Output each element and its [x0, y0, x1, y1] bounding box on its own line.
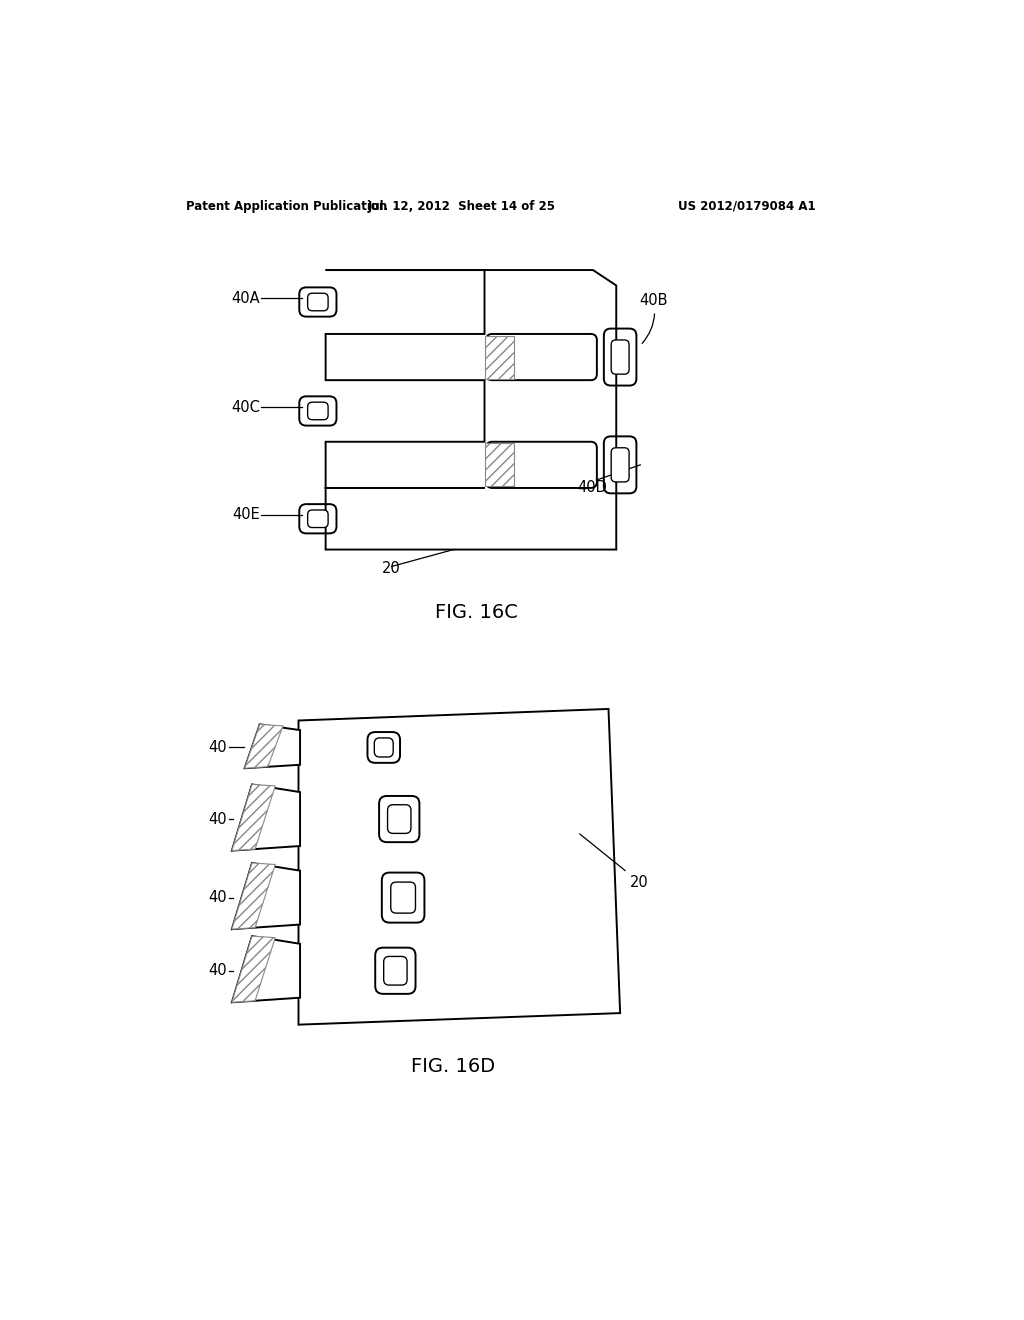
Polygon shape [231, 784, 275, 850]
Text: 40B: 40B [640, 293, 668, 343]
Polygon shape [299, 709, 621, 1024]
Text: US 2012/0179084 A1: US 2012/0179084 A1 [678, 199, 816, 213]
Polygon shape [245, 725, 300, 768]
Polygon shape [231, 863, 300, 929]
Text: Jul. 12, 2012  Sheet 14 of 25: Jul. 12, 2012 Sheet 14 of 25 [368, 199, 555, 213]
Polygon shape [231, 936, 300, 1002]
FancyBboxPatch shape [611, 341, 629, 374]
Bar [484, 335, 514, 379]
Text: 20: 20 [382, 561, 400, 577]
Text: FIG. 16D: FIG. 16D [412, 1057, 496, 1077]
Text: 40: 40 [209, 890, 227, 906]
Polygon shape [231, 863, 275, 929]
Text: FIG. 16C: FIG. 16C [435, 603, 518, 622]
Polygon shape [231, 936, 275, 1002]
Polygon shape [231, 784, 300, 850]
Text: 40D: 40D [578, 480, 607, 495]
Text: 40: 40 [209, 741, 227, 755]
Text: 40E: 40E [232, 507, 260, 523]
Text: 40: 40 [209, 812, 227, 826]
FancyBboxPatch shape [384, 957, 408, 985]
Polygon shape [245, 725, 283, 768]
Text: Patent Application Publication: Patent Application Publication [186, 199, 387, 213]
Text: 40C: 40C [230, 400, 260, 414]
FancyBboxPatch shape [307, 293, 328, 310]
Text: 40: 40 [209, 964, 227, 978]
FancyBboxPatch shape [391, 882, 416, 913]
Text: 20: 20 [580, 834, 649, 890]
FancyBboxPatch shape [486, 334, 597, 380]
FancyBboxPatch shape [375, 738, 393, 756]
Bar [484, 444, 514, 487]
Text: 40A: 40A [231, 290, 260, 306]
Polygon shape [326, 271, 616, 549]
FancyBboxPatch shape [307, 510, 328, 528]
FancyBboxPatch shape [307, 403, 328, 420]
FancyBboxPatch shape [486, 442, 597, 488]
FancyBboxPatch shape [387, 805, 411, 833]
FancyBboxPatch shape [611, 447, 629, 482]
